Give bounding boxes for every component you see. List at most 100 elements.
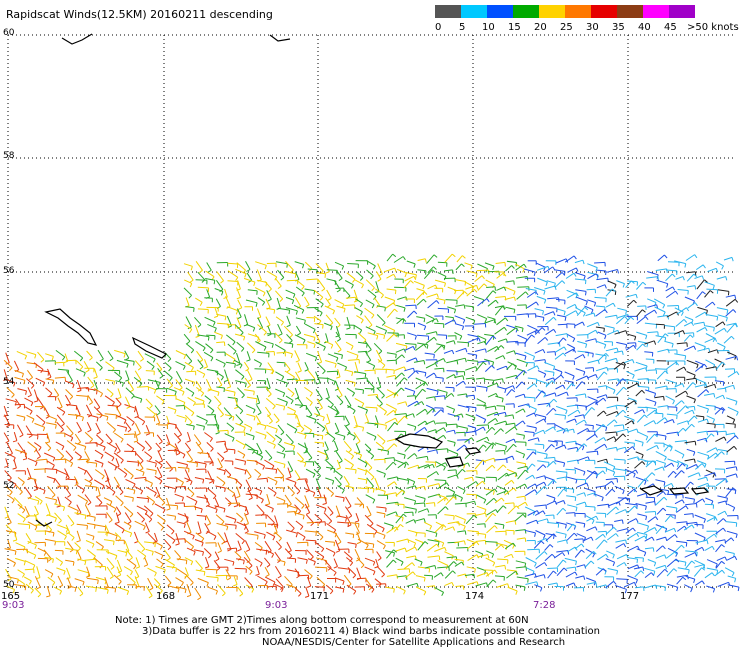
wind-barb [325,387,330,398]
wind-barb-tick [182,454,186,459]
wind-barb-tick [199,359,204,363]
wind-barb [454,332,463,337]
wind-barb [464,476,473,480]
wind-barb-tick [646,461,649,466]
wind-barb [655,433,667,437]
wind-barb [336,459,341,469]
wind-barb [456,522,466,527]
wind-barb-tick [507,583,510,588]
wind-barb-tick [575,294,578,299]
wind-barb-tick [500,544,505,549]
wind-barb [277,323,283,335]
wind-barb-tick [322,417,325,422]
wind-barb-tick [316,382,321,385]
wind-barb [376,271,382,280]
wind-barb-tick [535,291,539,296]
wind-barb [647,369,657,371]
wind-barb-tick [724,556,728,561]
wind-barb-tick [301,309,305,314]
wind-barb [685,560,693,569]
wind-barb [575,289,587,292]
wind-barb [327,506,334,514]
wind-barb-tick [262,465,266,470]
wind-barb [586,526,596,532]
wind-barb-tick [603,371,608,375]
wind-barb [284,575,293,586]
wind-barb [214,551,220,560]
wind-barb [234,551,242,558]
wind-barb [4,414,11,426]
wind-barb-tick [582,321,585,326]
wind-barb [194,587,202,598]
wind-barb [584,305,594,311]
wind-barb-tick [491,365,495,369]
wind-barb-tick [395,492,398,497]
wind-barb [304,288,315,292]
wind-barb [125,548,133,558]
wind-barb-tick [238,484,243,489]
wind-barb [725,550,735,554]
wind-barb [224,532,228,542]
wind-barb [726,415,735,420]
wind-barb-tick [694,254,698,259]
wind-barb-tick [704,279,708,283]
wind-barb [676,307,687,315]
wind-barb [556,308,566,312]
wind-barb [545,514,554,517]
wind-barb-tick [226,577,231,581]
wind-barb [594,296,607,299]
wind-barb-tick [396,476,399,481]
wind-barb-tick [394,421,399,426]
wind-barb [176,414,187,419]
wind-barb [337,485,345,491]
wind-barb [415,343,425,351]
wind-barb-tick [381,395,385,399]
wind-barb [617,314,629,319]
wind-barb [706,288,718,291]
wind-barb [246,396,258,400]
wind-barb [544,370,555,373]
wind-barb-tick [692,410,695,415]
wind-barb-tick [174,516,177,521]
wind-barb [465,514,475,525]
wind-barb [695,378,707,384]
wind-barb [605,314,617,318]
wind-barb [295,286,305,294]
wind-barb [416,288,425,292]
wind-barb [413,280,425,286]
wind-barb-tick [591,407,596,411]
wind-barb-tick [125,379,130,382]
wind-barb [184,477,193,482]
wind-barb [354,388,364,391]
wind-barb-tick [617,269,619,274]
colorbar-label: >50 knots [687,22,739,33]
wind-barb [366,477,374,487]
wind-barb-tick [646,343,649,348]
wind-barb-tick [244,470,247,475]
wind-barb-tick [672,400,675,405]
wind-barb [25,550,37,556]
wind-barb [493,378,503,381]
wind-barb [697,389,707,398]
wind-barb [305,406,313,416]
wind-barb [247,448,258,452]
wind-barb [664,462,672,468]
wind-barb [256,477,268,480]
wind-barb [297,531,306,538]
wind-barb [216,313,227,317]
wind-barb-tick [130,571,133,576]
wind-barb [657,333,666,344]
wind-barb [605,302,614,308]
wind-barb [397,452,406,456]
wind-barb-tick [623,361,627,366]
wind-barb-tick [422,285,425,290]
wind-barb-tick [583,575,586,580]
wind-barb [574,259,584,264]
wind-barb-tick [573,348,577,353]
wind-barb [506,327,517,336]
wind-barb [485,335,494,346]
wind-barb-tick [30,385,35,389]
wind-barb-tick [614,284,617,289]
wind-barb-tick [85,369,90,373]
wind-barb [324,424,329,434]
